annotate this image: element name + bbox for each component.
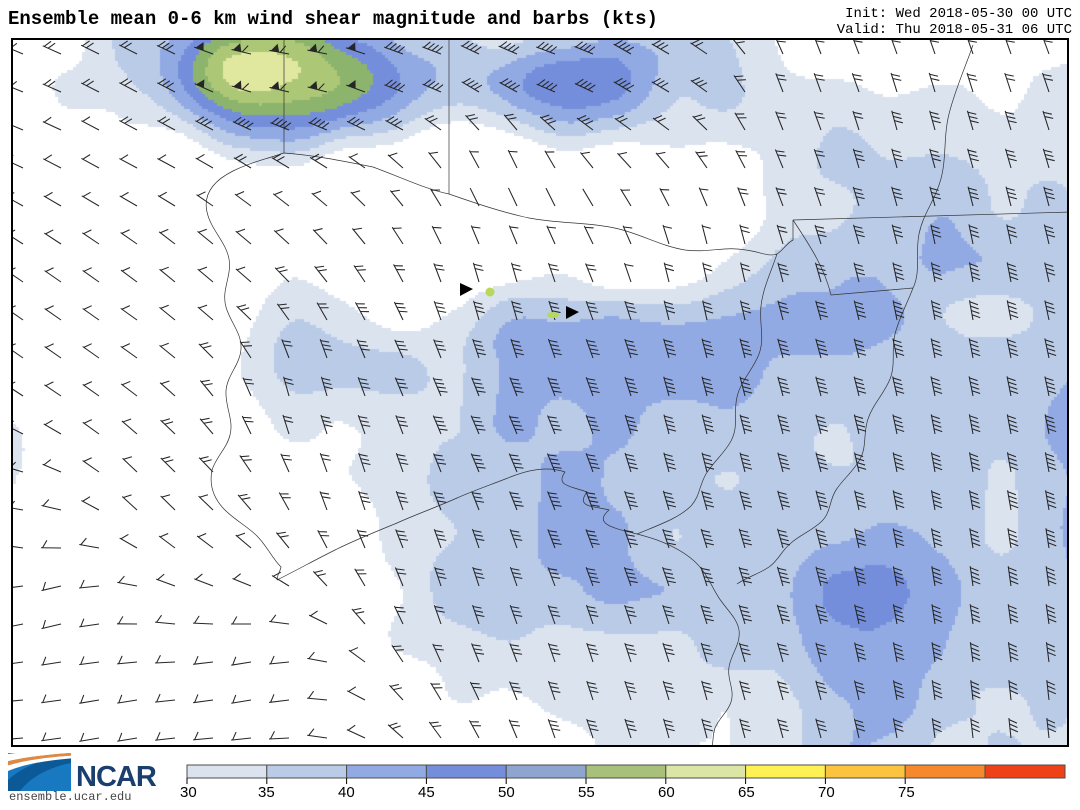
svg-text:70: 70	[818, 784, 835, 801]
svg-text:NCAR: NCAR	[76, 761, 157, 793]
svg-text:45: 45	[418, 784, 435, 801]
svg-text:30: 30	[180, 784, 197, 801]
svg-text:60: 60	[658, 784, 675, 801]
svg-text:35: 35	[258, 784, 275, 801]
svg-text:65: 65	[738, 784, 755, 801]
svg-text:50: 50	[498, 784, 515, 801]
svg-text:75: 75	[898, 784, 915, 801]
svg-text:40: 40	[338, 784, 355, 801]
svg-text:ensemble.ucar.edu: ensemble.ucar.edu	[9, 790, 131, 801]
svg-text:55: 55	[578, 784, 595, 801]
